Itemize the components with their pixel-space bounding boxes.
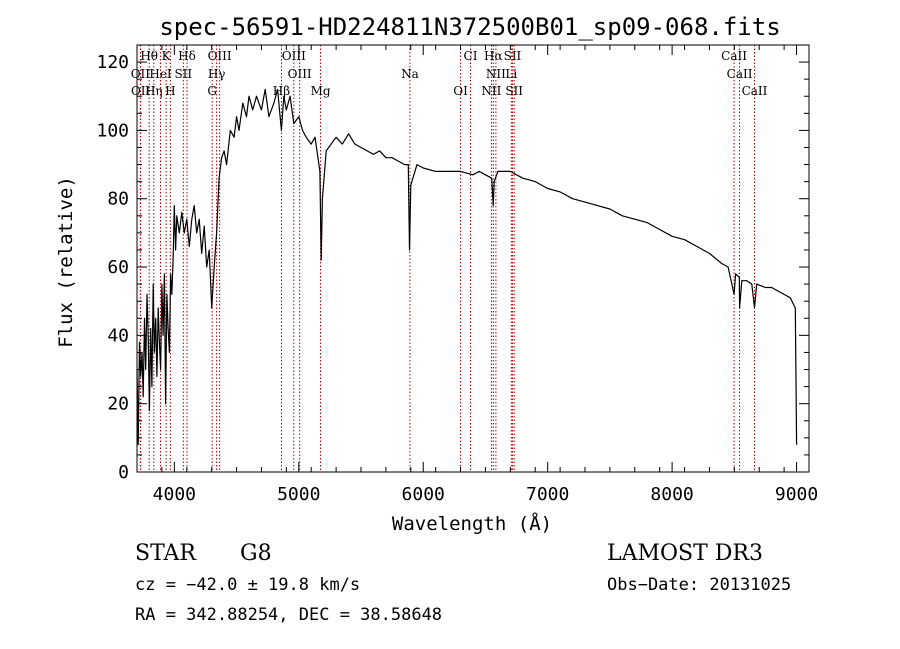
spectral-line-label: CI: [464, 49, 478, 63]
x-tick-label: 5000: [277, 484, 320, 505]
spectral-line-label: Li: [505, 67, 517, 81]
spectral-line-label: OII: [131, 67, 151, 81]
y-tick-label: 40: [107, 325, 129, 346]
spectral-line-label: OIII: [288, 67, 312, 81]
y-tick-label: 0: [118, 462, 129, 483]
spectral-line-label: SII: [505, 84, 523, 98]
redshift-cz: cz = −42.0 ± 19.8 km/s: [135, 575, 360, 595]
spectral-line-label: CaII: [721, 49, 747, 63]
x-tick-label: 6000: [402, 484, 445, 505]
spectral-line-label: NII: [481, 84, 501, 98]
spectrum-line: [136, 88, 798, 446]
object-class: STAR: [135, 541, 197, 566]
y-tick-label: 100: [96, 120, 129, 141]
x-axis-label: Wavelength (Å): [392, 512, 552, 535]
spectral-line-label: CaII: [727, 67, 753, 81]
spectral-line-label: Hθ: [140, 49, 158, 63]
observation-date: Obs−Date: 20131025: [607, 575, 791, 595]
spectral-line-label: SII: [174, 67, 192, 81]
spectral-line-label: Na: [401, 67, 419, 81]
x-tick-label: 7000: [526, 484, 569, 505]
spectral-line-label: Hα: [484, 49, 503, 63]
spectral-line-label: Mg: [311, 84, 331, 98]
spectral-line-label: NII: [486, 67, 506, 81]
spectral-line-label: H: [165, 84, 175, 98]
spectral-line-label: OIII: [282, 49, 306, 63]
y-axis-label: Flux (relative): [55, 176, 77, 348]
spectral-line-label: G: [207, 84, 217, 98]
x-tick-label: 8000: [650, 484, 693, 505]
spectral-line-label: Hδ: [178, 49, 196, 63]
y-axis-ticks: 0 20 40 60 80 100 120: [96, 44, 809, 483]
coordinates: RA = 342.88254, DEC = 38.58648: [135, 605, 442, 625]
spectral-line-label: Hη: [145, 84, 163, 98]
spectrum-series: [136, 88, 798, 446]
spectral-line-label: Hγ: [208, 67, 226, 81]
x-tick-label: 4000: [153, 484, 196, 505]
spectral-line-label: OII: [131, 84, 151, 98]
spectral-line-markers: [139, 45, 755, 472]
spectral-line-label: Hβ: [273, 84, 290, 98]
y-tick-label: 120: [96, 52, 129, 73]
survey-name: LAMOST DR3: [607, 541, 763, 566]
plot-frame: [136, 44, 810, 473]
spectral-line-label: CaII: [742, 84, 768, 98]
spectral-line-label: OI: [453, 84, 468, 98]
x-tick-label: 9000: [775, 484, 818, 505]
x-axis-ticks: 4000 5000 6000 7000 8000 9000: [136, 45, 818, 505]
spectral-line-label: SII: [504, 49, 522, 63]
object-subclass: G8: [240, 541, 272, 566]
spectral-line-label: K: [162, 49, 172, 63]
y-tick-label: 20: [107, 394, 129, 415]
y-tick-label: 60: [107, 257, 129, 278]
chart-title: spec-56591-HD224811N372500B01_sp09-068.f…: [159, 13, 780, 41]
spectral-line-label: OIII: [208, 49, 232, 63]
y-tick-label: 80: [107, 189, 129, 210]
spectral-line-label: HeI: [149, 67, 172, 81]
